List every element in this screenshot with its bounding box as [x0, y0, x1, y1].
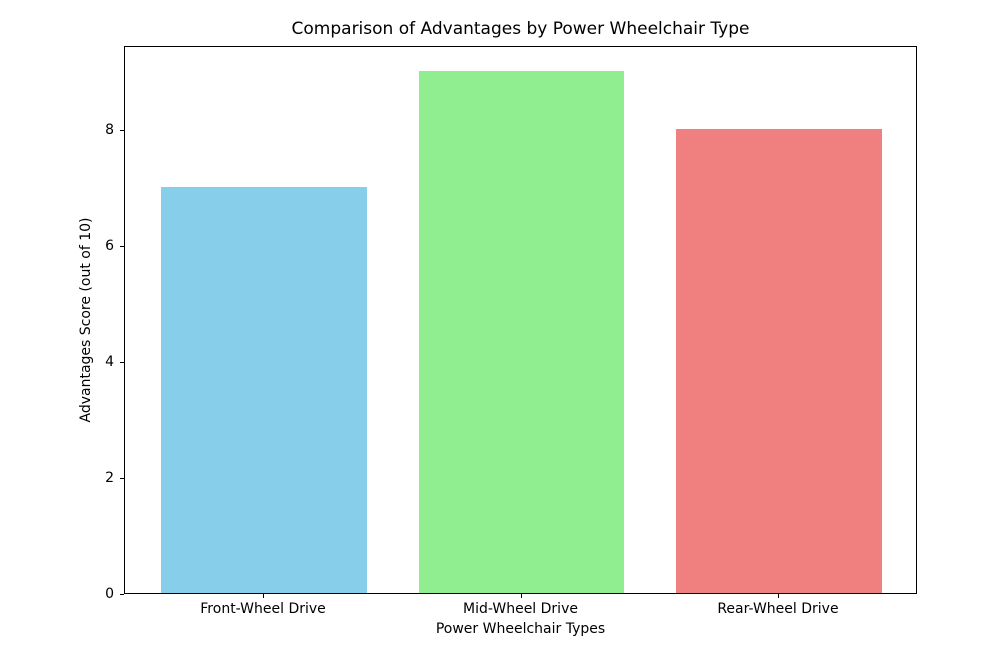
x-tick-label-mid-wheel-drive: Mid-Wheel Drive	[463, 601, 578, 617]
y-tick-label-4: 4	[105, 353, 114, 370]
y-tick-label-6: 6	[105, 237, 114, 254]
y-tick-mark	[120, 245, 124, 247]
x-tick-mark	[520, 594, 522, 598]
plot-area	[124, 46, 917, 594]
x-tick-mark	[777, 594, 779, 598]
y-tick-label-0: 0	[105, 585, 114, 602]
y-tick-label-8: 8	[105, 121, 114, 138]
bar-mid-wheel-drive	[418, 71, 625, 593]
bar-front-wheel-drive	[161, 187, 367, 593]
x-tick-label-front-wheel-drive: Front-Wheel Drive	[200, 601, 326, 617]
x-tick-mark	[263, 594, 265, 598]
x-axis-label: Power Wheelchair Types	[435, 621, 606, 637]
y-tick-label-2: 2	[105, 469, 114, 486]
y-tick-mark	[120, 361, 124, 363]
x-tick-label-rear-wheel-drive: Rear-Wheel Drive	[717, 601, 839, 617]
y-tick-mark	[120, 477, 124, 479]
chart-title: Comparison of Advantages by Power Wheelc…	[291, 19, 750, 39]
y-tick-mark	[120, 593, 124, 595]
bar-rear-wheel-drive	[675, 129, 882, 593]
y-tick-mark	[120, 129, 124, 131]
